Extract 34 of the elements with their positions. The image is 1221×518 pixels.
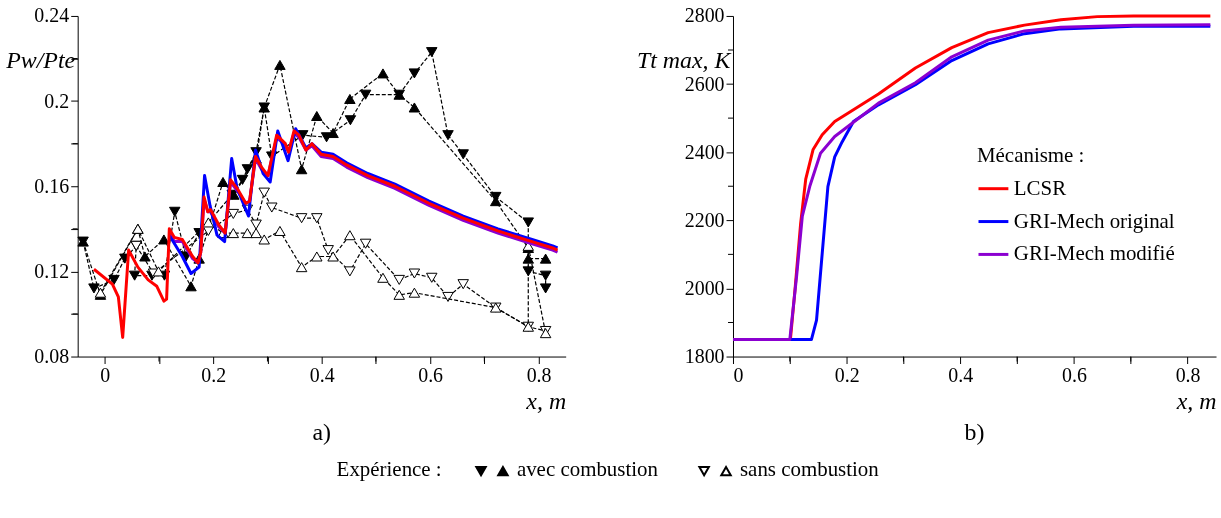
x-tick-label: 0.2: [201, 363, 227, 386]
y-tick-label: 2000: [684, 276, 725, 299]
x-tick-label: 0.8: [526, 363, 552, 386]
x-axis-title: x, m: [525, 387, 567, 414]
x-axis-title: x, m: [1175, 387, 1217, 414]
y-tick-label: 2600: [684, 72, 725, 95]
x-tick-label: 0.6: [418, 363, 444, 386]
y-tick-label: 2400: [684, 140, 725, 163]
text: b): [964, 419, 985, 446]
x-tick-label: 0.4: [309, 363, 335, 386]
x-tick-label: 0.8: [1175, 363, 1201, 386]
y-tick-label: 0.2: [44, 89, 70, 112]
x-tick-label: 0.2: [834, 363, 860, 386]
x-tick-label: 0.6: [1062, 363, 1087, 386]
legend-label: GRI-Mech original: [1013, 208, 1175, 233]
legend-label: avec combustion: [516, 457, 659, 482]
y-tick-label: 0.16: [34, 174, 70, 197]
legend-label: sans combustion: [739, 457, 880, 482]
x-tick-label: 0: [733, 363, 744, 386]
y-tick-label: 1800: [684, 345, 725, 368]
y-axis-title: Pw/Pte: [5, 47, 76, 74]
legend-label: GRI-Mech modifié: [1013, 241, 1175, 266]
y-tick-label: 0.24: [34, 4, 70, 27]
legend-title: Expérience :: [336, 457, 442, 482]
y-tick-label: 2200: [684, 208, 725, 231]
x-tick-label: 0: [100, 363, 111, 386]
y-tick-label: 0.12: [34, 259, 70, 282]
y-tick-label: 2800: [684, 4, 725, 27]
x-tick-label: 0.4: [948, 363, 974, 386]
legend-label: LCSR: [1013, 175, 1067, 200]
y-axis-title: Tt max, K: [636, 47, 732, 74]
legend-title: Mécanisme :: [977, 143, 1085, 168]
text: a): [312, 419, 331, 446]
y-tick-label: 0.08: [34, 345, 70, 368]
